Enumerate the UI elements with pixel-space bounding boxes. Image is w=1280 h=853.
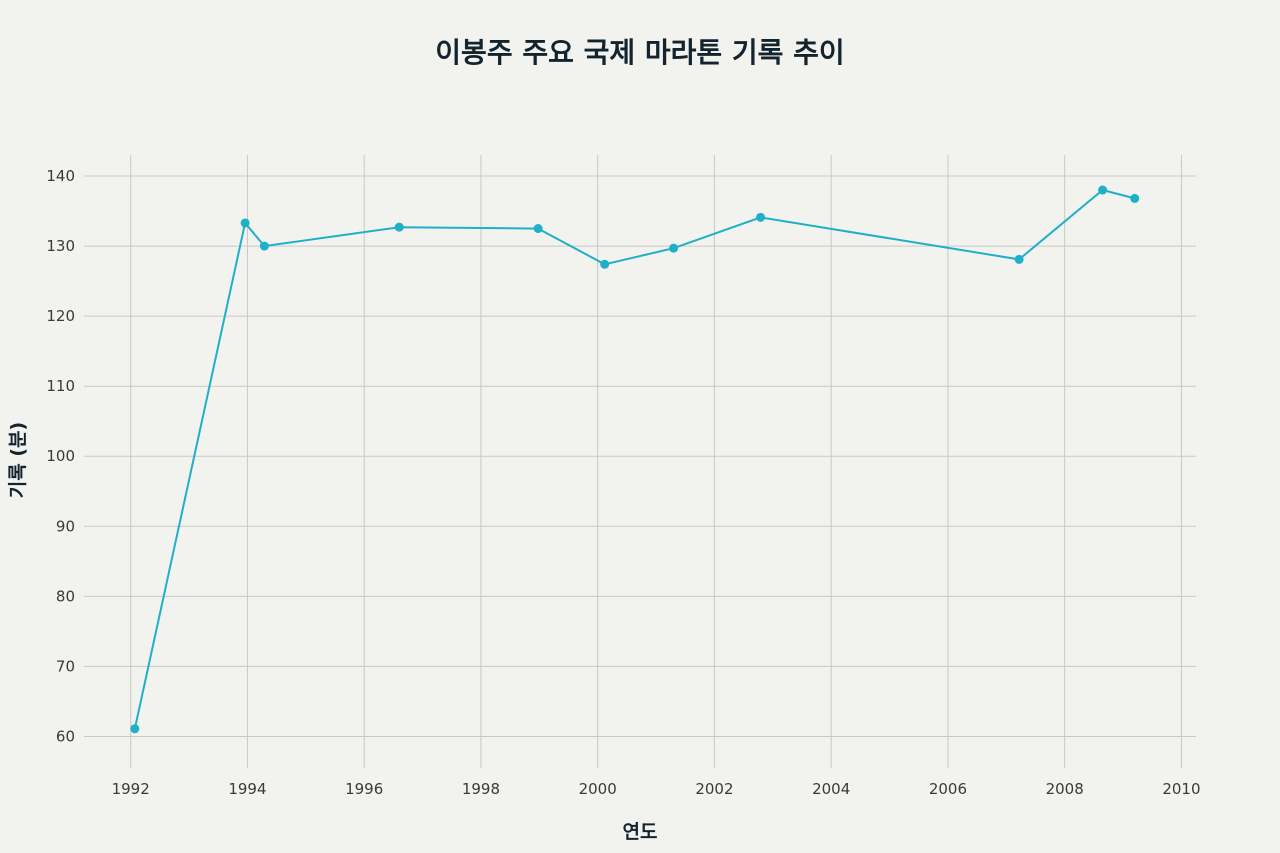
y-tick-label: 100 [46,447,75,465]
y-gridlines [84,175,1196,737]
chart-title: 이봉주 주요 국제 마라톤 기록 추이 [435,36,844,69]
x-tick-label: 2010 [1162,780,1200,798]
x-tick-label: 1992 [112,780,150,798]
y-tick-label: 70 [56,657,75,675]
x-tick-label: 2006 [929,780,967,798]
x-gridlines [130,155,1182,768]
x-axis-title: 연도 [623,821,658,843]
x-tick-label: 2002 [695,780,733,798]
y-tick-label: 60 [56,727,75,745]
x-tick-label: 2004 [812,780,850,798]
data-point [130,724,140,734]
data-point [1130,193,1140,203]
y-axis-title: 기록 (분) [7,422,29,498]
x-tick-label: 2008 [1046,780,1084,798]
data-point [600,259,610,269]
y-tick-label: 130 [46,237,75,255]
data-point [1014,254,1024,264]
data-point [259,241,269,251]
y-tick-label: 120 [46,307,75,325]
x-tick-label: 1996 [345,780,383,798]
series-line [133,188,1135,730]
x-axis-ticks: 1992 1994 1996 1998 2000 2002 2004 2006 2008 2010 [112,780,1201,798]
series-layer [130,185,1140,734]
data-point [1098,185,1108,195]
x-tick-label: 1994 [228,780,266,798]
data-point [756,212,766,222]
data-point [240,218,250,228]
y-tick-label: 110 [46,377,75,395]
y-tick-label: 80 [56,587,75,605]
y-axis-ticks: 60 70 80 90 100 110 120 130 140 [46,167,75,745]
data-point [533,224,543,234]
y-tick-label: 140 [46,167,75,185]
data-point [669,243,679,253]
y-tick-label: 90 [56,517,75,535]
x-tick-label: 1998 [462,780,500,798]
x-tick-label: 2000 [579,780,617,798]
data-point [394,222,404,232]
